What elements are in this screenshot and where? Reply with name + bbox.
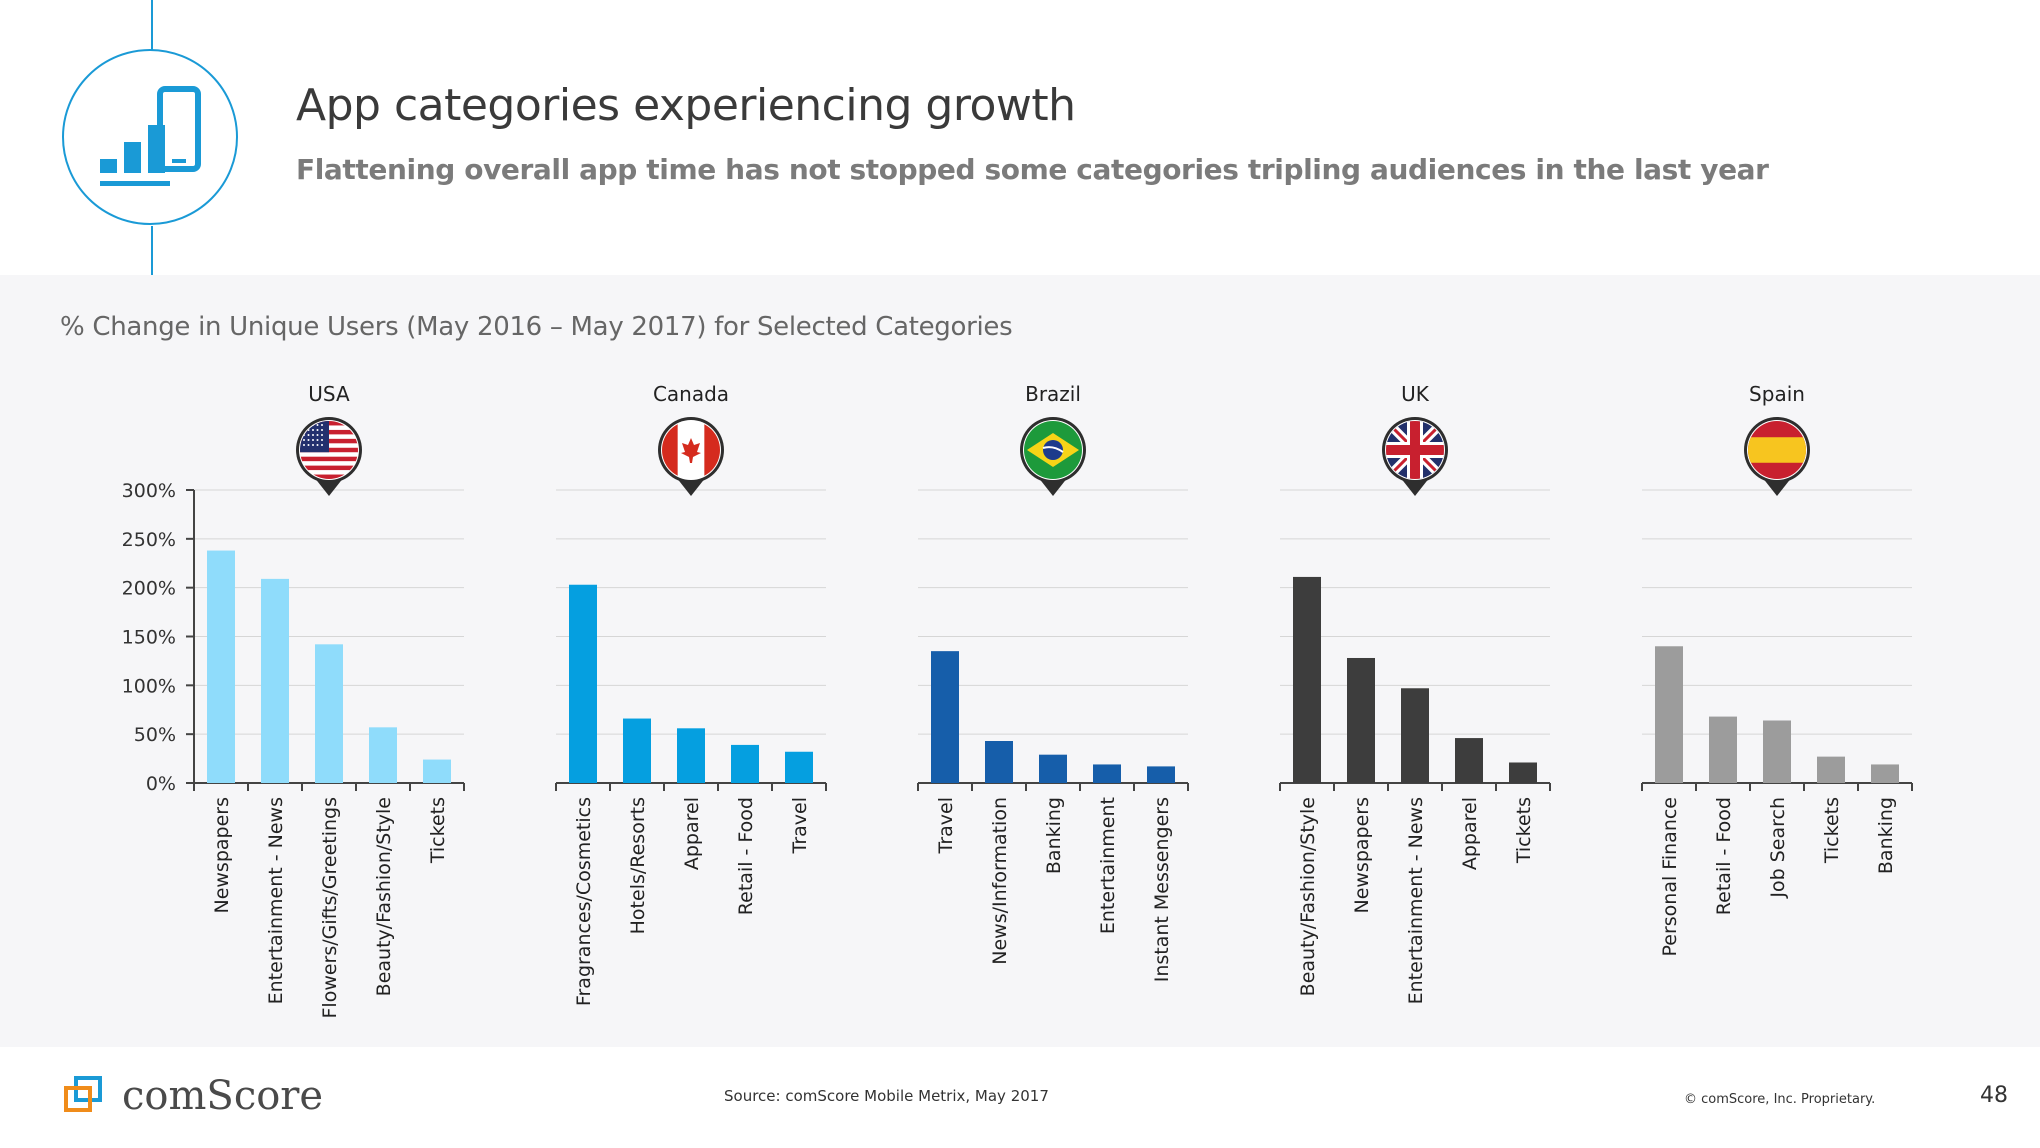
app-growth-icon [62, 49, 238, 225]
bar-uk [1455, 738, 1483, 783]
bar-canada [677, 728, 705, 783]
page-subtitle: Flattening overall app time has not stop… [296, 153, 1769, 186]
bar-brazil [1093, 764, 1121, 783]
bar-uk [1347, 657, 1375, 783]
bar-canada [785, 751, 813, 783]
page-number: 48 [1980, 1083, 2008, 1108]
y-tick-label: 0% [146, 773, 176, 795]
category-label: Travel [935, 797, 957, 854]
comscore-logo-icon [64, 1076, 102, 1112]
bar-canada [623, 718, 651, 783]
bar-usa [423, 759, 451, 783]
category-label: Personal Finance [1659, 797, 1681, 957]
category-label: Beauty/Fashion/Style [1297, 797, 1319, 996]
category-label: Entertainment - News [1405, 797, 1427, 1004]
chart-title: % Change in Unique Users (May 2016 – May… [60, 312, 1013, 342]
category-label: Fragrances/Cosmetics [573, 797, 595, 1006]
spain-flag-icon [1744, 417, 1810, 496]
bar-canada [569, 584, 597, 783]
y-tick-label: 300% [122, 480, 176, 502]
bar-uk [1509, 762, 1537, 783]
y-tick-label: 100% [122, 675, 176, 697]
y-tick-label: 200% [122, 578, 176, 600]
bar-brazil [931, 651, 959, 783]
bar-uk [1401, 688, 1429, 783]
brazil-flag-icon [1020, 417, 1086, 496]
category-label: Apparel [1459, 797, 1481, 870]
y-tick-label: 50% [134, 724, 176, 746]
category-label: Hotels/Resorts [627, 797, 649, 934]
chart-uk: Beauty/Fashion/Style Newspapers Entertainm… [1279, 382, 1551, 1004]
y-tick-label: 250% [122, 529, 176, 551]
copyright-note: © comScore, Inc. Proprietary. [1684, 1092, 1876, 1107]
page-title: App categories experiencing growth [296, 80, 1076, 131]
bar-spain [1763, 720, 1791, 783]
category-label: Instant Messengers [1151, 797, 1173, 982]
chart-brazil: Travel News/Information Banking Entertainme… [917, 382, 1189, 982]
bar-usa [261, 578, 289, 783]
country-label: Brazil [1025, 382, 1081, 406]
country-label: Spain [1749, 382, 1805, 406]
country-label: UK [1401, 382, 1430, 406]
category-label: Beauty/Fashion/Style [373, 797, 395, 996]
usa-flag-icon [296, 417, 362, 496]
country-label: USA [308, 382, 350, 406]
bar-canada [731, 744, 759, 783]
category-label: News/Information [989, 797, 1011, 965]
category-label: Retail - Food [1713, 797, 1735, 915]
category-label: Travel [789, 797, 811, 854]
category-label: Entertainment [1097, 797, 1119, 934]
chart-usa: 0% 50% 100% 150% 200% 250% 300% Newspapers Enter… [122, 382, 465, 1019]
bar-brazil [985, 741, 1013, 783]
category-label: Entertainment - News [265, 797, 287, 1004]
category-label: Apparel [681, 797, 703, 870]
header-divider-line [151, 0, 153, 50]
bar-brazil [1147, 766, 1175, 783]
category-label: Banking [1043, 797, 1065, 874]
chart-spain: Personal Finance Retail - Food Job Search T… [1641, 382, 1913, 957]
bar-spain [1709, 716, 1737, 783]
bar-usa [369, 727, 397, 783]
brand-name: comScore [122, 1073, 324, 1119]
y-tick-label: 150% [122, 627, 176, 649]
canada-flag-icon [658, 417, 724, 496]
category-label: Tickets [427, 797, 449, 864]
bar-usa [207, 550, 235, 783]
category-label: Tickets [1513, 797, 1535, 864]
source-note: Source: comScore Mobile Metrix, May 2017 [724, 1087, 1049, 1105]
country-label: Canada [653, 382, 729, 406]
category-label: Banking [1875, 797, 1897, 874]
category-label: Tickets [1821, 797, 1843, 864]
chart-canada: Fragrances/Cosmetics Hotels/Resorts Appare… [555, 382, 827, 1006]
bar-spain [1871, 764, 1899, 783]
category-label: Newspapers [211, 797, 233, 914]
category-label: Flowers/Gifts/Greetings [319, 797, 341, 1019]
bar-uk [1293, 576, 1321, 783]
slide-header: App categories experiencing growth Flatt… [0, 0, 2040, 275]
bar-brazil [1039, 754, 1067, 783]
category-label: Newspapers [1351, 797, 1373, 914]
bar-usa [315, 644, 343, 783]
bar-spain [1655, 646, 1683, 783]
category-label: Job Search [1767, 797, 1789, 899]
uk-flag-icon [1382, 417, 1448, 496]
category-label: Retail - Food [735, 797, 757, 915]
bar-spain [1817, 756, 1845, 783]
header-divider-line [151, 226, 153, 275]
